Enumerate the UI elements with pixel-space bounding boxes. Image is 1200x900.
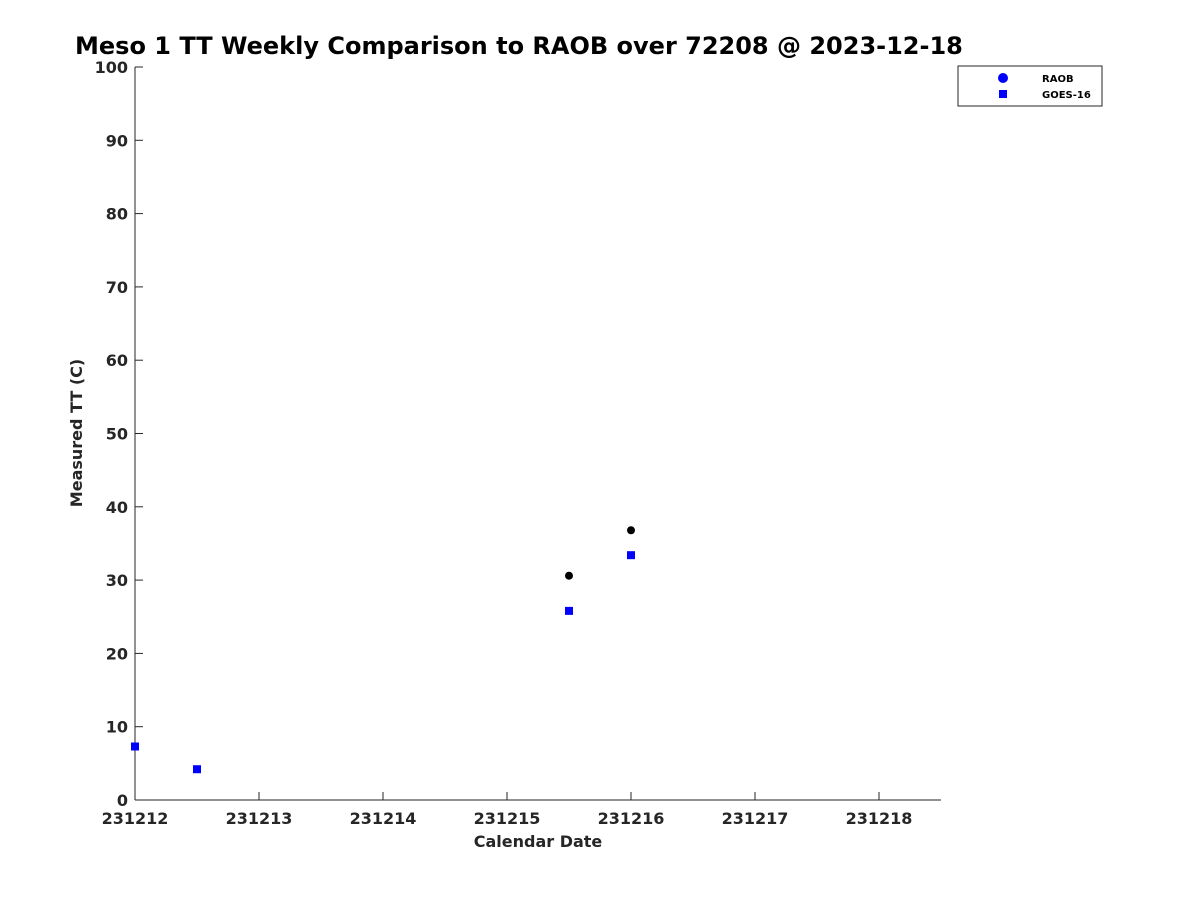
x-axis-label: Calendar Date — [474, 832, 603, 851]
x-tick-label: 231214 — [350, 809, 417, 828]
goes16-point — [131, 742, 139, 751]
x-tick-label: 231215 — [474, 809, 541, 828]
legend-label: GOES-16 — [1042, 90, 1091, 101]
goes16-point — [565, 606, 573, 615]
data-points — [131, 526, 635, 774]
y-tick-label: 0 — [117, 791, 128, 810]
y-tick-label: 90 — [106, 131, 128, 150]
y-tick-label: 30 — [106, 571, 128, 590]
y-tick-label: 40 — [106, 498, 128, 517]
y-tick-label: 60 — [106, 351, 128, 370]
x-tick-label: 231213 — [226, 809, 293, 828]
axes: 0 10 20 30 40 50 60 70 80 90 100 231212 231213 231214… — [95, 58, 941, 828]
y-tick-label: 100 — [95, 58, 128, 77]
raob-point — [627, 526, 635, 535]
raob-point — [565, 571, 573, 580]
legend: RAOB GOES-16 — [957, 65, 1103, 107]
x-tick-label: 231218 — [846, 809, 913, 828]
y-tick-label: 70 — [106, 278, 128, 297]
chart-title: Meso 1 TT Weekly Comparison to RAOB over… — [75, 32, 963, 60]
x-tick-label: 231217 — [722, 809, 789, 828]
y-tick-label: 50 — [106, 425, 128, 444]
y-tick-label: 20 — [106, 644, 128, 663]
y-tick-label: 10 — [106, 718, 128, 737]
legend-label: RAOB — [1042, 74, 1074, 85]
goes16-point — [193, 765, 201, 774]
y-axis-label: Measured TT (C) — [67, 359, 86, 507]
x-tick-label: 231216 — [598, 809, 665, 828]
y-tick-label: 80 — [106, 205, 128, 224]
legend-box — [957, 65, 1103, 107]
x-tick-label: 231212 — [102, 809, 169, 828]
legend-raob-marker — [998, 73, 1008, 83]
legend-goes16-marker — [999, 90, 1007, 98]
goes16-point — [627, 551, 635, 560]
